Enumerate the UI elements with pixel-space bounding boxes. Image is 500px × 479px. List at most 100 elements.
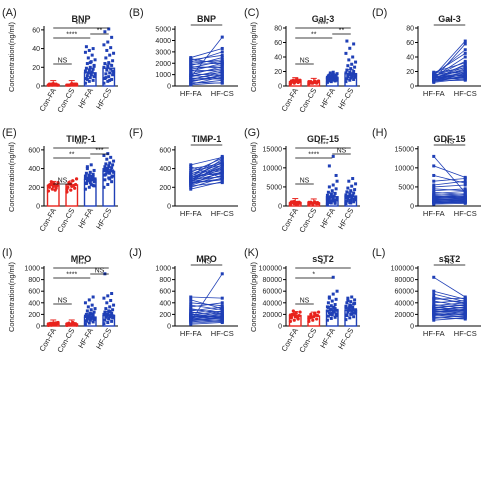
panel-letter: (B) [129, 7, 144, 19]
y-tick-label: 60 [406, 40, 414, 47]
data-point [54, 185, 58, 189]
data-point [88, 170, 92, 174]
data-point [50, 187, 54, 191]
y-axis-label: Concentration(pg/ml) [249, 261, 258, 332]
data-point [325, 80, 329, 84]
data-point [333, 315, 337, 319]
data-point [325, 309, 329, 313]
data-point [350, 312, 354, 316]
data-point [189, 163, 193, 167]
data-point [84, 171, 88, 175]
data-point [432, 183, 436, 187]
data-point [68, 322, 72, 326]
paired-line [433, 304, 466, 308]
data-point [87, 175, 91, 179]
data-point [330, 199, 334, 203]
significance-label: **** [66, 32, 77, 39]
significance-label: *** [202, 139, 210, 146]
data-point [92, 168, 96, 172]
data-point [432, 301, 436, 305]
data-point [333, 307, 337, 311]
data-point [329, 75, 333, 79]
data-point [346, 74, 350, 78]
panel-title: Gal-3 [312, 14, 335, 24]
data-point [353, 75, 357, 79]
panel-k: (K) sST2 0 20000 40000 60000 80000 100000Concen… [244, 247, 360, 354]
significance-label: *** [95, 148, 103, 155]
data-point [93, 180, 97, 184]
data-point [85, 74, 89, 78]
paired-line [433, 200, 466, 203]
significance-label: **** [76, 22, 87, 29]
paired-line [433, 308, 466, 312]
y-tick-label: 15000 [395, 146, 415, 153]
y-tick-label: 600 [159, 289, 171, 296]
data-point [92, 64, 96, 68]
data-point [432, 179, 436, 183]
paired-line [433, 290, 466, 300]
data-point [220, 304, 224, 308]
data-point [220, 70, 224, 74]
data-point [463, 305, 467, 309]
data-point [106, 40, 110, 44]
data-point [463, 51, 467, 55]
data-point [347, 308, 351, 312]
data-point [344, 306, 348, 310]
y-tick-label: 600 [28, 147, 40, 154]
data-point [220, 318, 224, 322]
y-tick-label: 400 [28, 300, 40, 307]
data-point [105, 68, 109, 72]
data-point [331, 154, 335, 158]
y-tick-label: 600 [28, 289, 40, 296]
y-tick-label: 5000 [266, 184, 282, 191]
y-tick-label: 1000 [24, 266, 40, 273]
panel-i: (I) MPO 0 200 400 600 800 1000 Concentration(ng/… [2, 247, 118, 354]
x-tick-label: HF-FA [423, 209, 445, 218]
panel-title: GDF-15 [433, 134, 465, 144]
data-point [325, 193, 329, 197]
data-point [463, 315, 467, 319]
x-tick-label: Con-CS [55, 87, 76, 115]
data-point [220, 77, 224, 81]
data-point [325, 318, 329, 322]
y-tick-label: 5000 [155, 27, 171, 34]
data-point [220, 73, 224, 77]
paired-line [433, 165, 466, 178]
data-point [334, 173, 338, 177]
data-point [110, 319, 114, 323]
data-point [91, 320, 95, 324]
data-point [352, 77, 356, 81]
paired-line [433, 317, 466, 321]
data-point [106, 321, 110, 325]
data-point [330, 311, 334, 315]
data-point [296, 316, 300, 321]
data-point [463, 179, 467, 183]
data-point [432, 79, 436, 83]
significance-label: NS [300, 178, 310, 185]
y-tick-label: 0 [167, 84, 171, 91]
data-point [189, 303, 193, 307]
data-point [354, 195, 358, 199]
y-tick-label: 800 [159, 277, 171, 284]
data-point [332, 198, 336, 202]
paired-line [190, 66, 223, 69]
significance-label: NS [300, 58, 310, 65]
paired-line [433, 201, 466, 203]
data-point [345, 77, 349, 81]
data-point [189, 179, 193, 183]
data-point [344, 80, 348, 84]
panel-l: (L) sST2 0 20000 40000 60000 80000 100000 HF-FA H… [372, 247, 481, 338]
data-point [86, 56, 90, 60]
paired-line [433, 310, 466, 314]
y-tick-label: 2000 [155, 61, 171, 68]
data-point [189, 78, 193, 82]
data-point [107, 27, 111, 31]
data-point [350, 75, 354, 79]
data-point [349, 300, 353, 304]
data-point [74, 82, 79, 86]
significance-label: NS [337, 148, 347, 155]
data-point [103, 178, 107, 182]
paired-line [433, 304, 466, 309]
data-point [111, 316, 115, 320]
x-tick-label: HF-CS [94, 87, 113, 111]
